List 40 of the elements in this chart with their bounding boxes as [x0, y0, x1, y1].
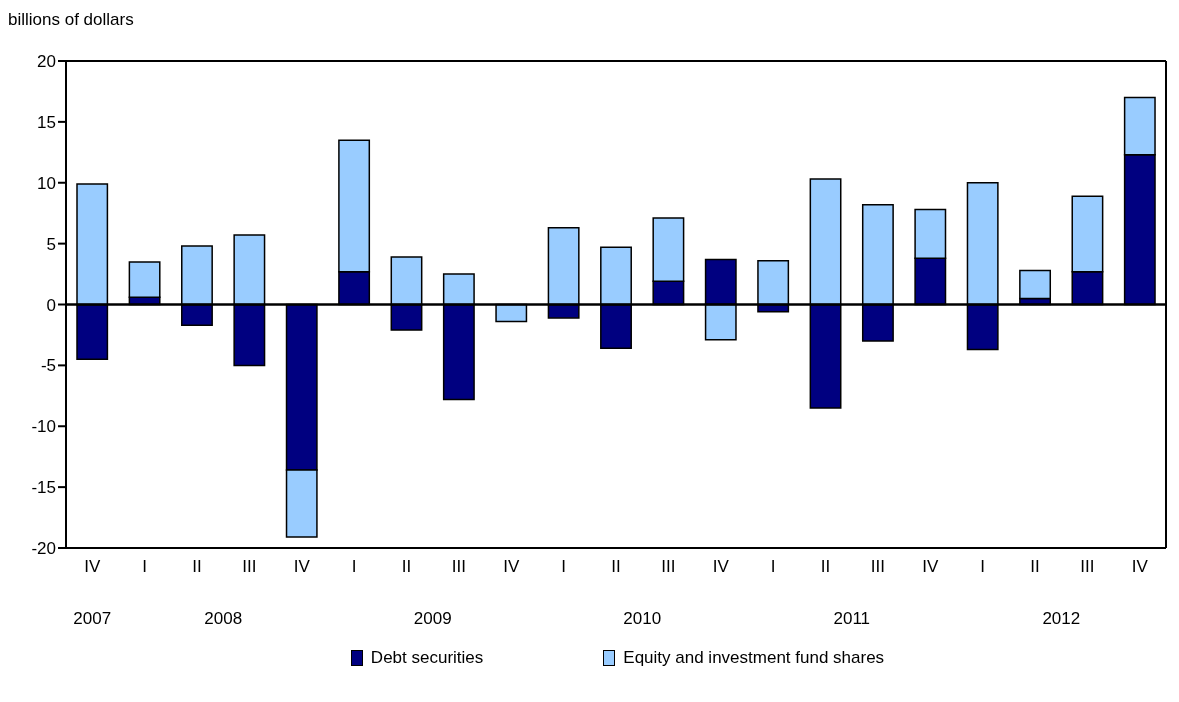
x-tick-label: II [401, 557, 412, 576]
x-tick-label: I [142, 557, 147, 576]
x-tick-label: II [820, 557, 831, 576]
y-tick-label: -5 [40, 356, 56, 376]
x-tick-label: III [1080, 557, 1095, 576]
text: 2010 [623, 609, 662, 628]
x-tick-label: IV [293, 557, 311, 576]
x-tick-label: IV [84, 557, 101, 576]
x-tick-label: IV [712, 557, 730, 576]
x-tick-label: I [351, 557, 357, 576]
x-tick-label: IV [503, 557, 520, 576]
y-tick-label: -15 [31, 478, 56, 498]
x-tick-label: IV [922, 557, 939, 576]
y-tick-label: 5 [46, 234, 56, 254]
x-tick-label: I [980, 557, 986, 576]
text: 2008 [204, 609, 243, 628]
text: 2007 [73, 609, 112, 628]
legend-label: Equity and investment fund shares [622, 648, 885, 668]
text: 2011 [833, 609, 871, 628]
bar [1019, 269, 1052, 300]
y-tick-label: 20 [37, 52, 56, 72]
x-tick-label: III [451, 557, 466, 576]
y-tick-label: 15 [37, 112, 56, 132]
x-tick-label: II [611, 557, 621, 576]
y-tick-label: -20 [31, 539, 56, 559]
x-tick-label: II [1030, 557, 1040, 576]
text: 2009 [413, 609, 452, 628]
text: 2012 [1042, 609, 1081, 628]
x-tick-label: III [661, 557, 676, 576]
x-tick-label: II [192, 557, 202, 576]
y-tick-label: 0 [46, 295, 56, 315]
y-axis-title: billions of dollars [8, 9, 135, 31]
x-tick-label: III [242, 557, 257, 576]
x-tick-label: IV [1131, 557, 1149, 576]
x-tick-label: III [870, 557, 885, 576]
y-tick-label: 10 [37, 173, 56, 193]
x-tick-label: I [561, 557, 566, 576]
x-tick-label: I [770, 557, 776, 576]
y-tick-label: -10 [31, 417, 56, 437]
legend-label: Debt securities [369, 648, 484, 668]
